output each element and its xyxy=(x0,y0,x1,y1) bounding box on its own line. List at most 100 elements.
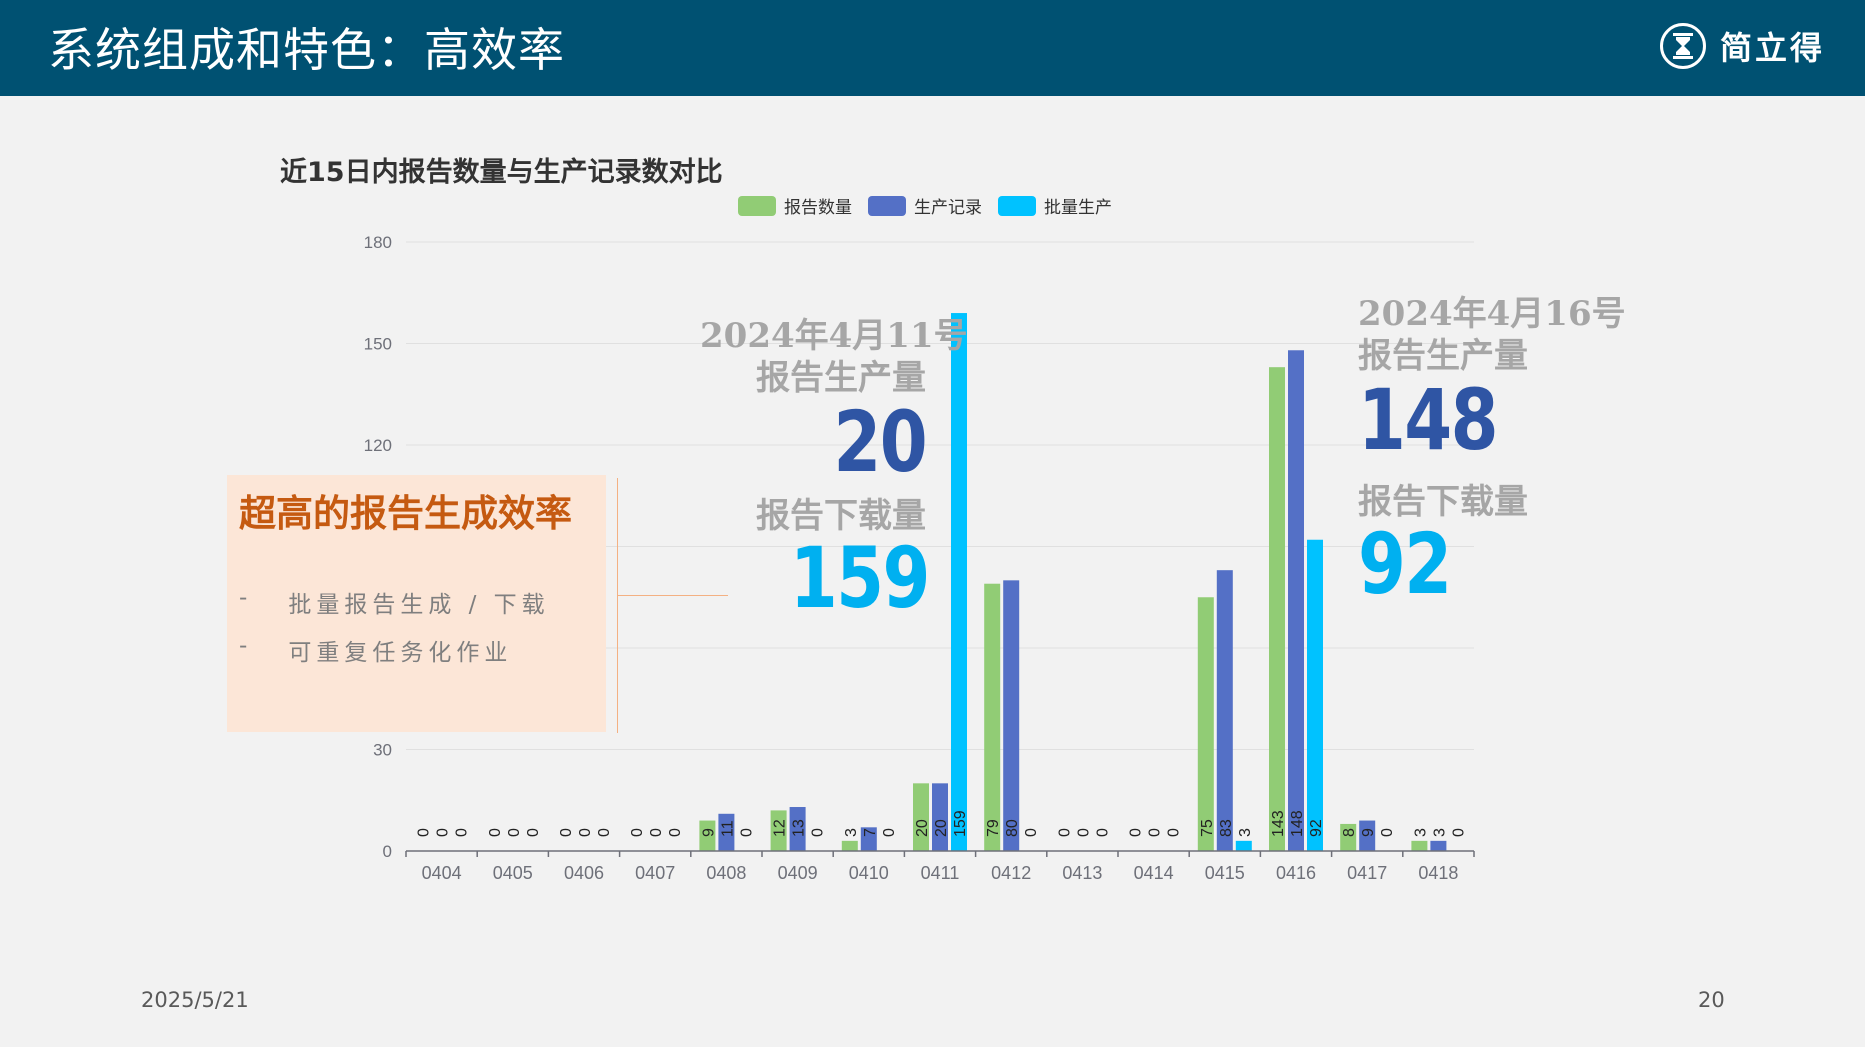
bar-value-label: 3 xyxy=(843,828,860,837)
bar[interactable] xyxy=(841,840,858,851)
bar[interactable] xyxy=(718,813,735,851)
bar-value-label: 0 xyxy=(416,828,433,837)
legend-label: 批量生产 xyxy=(1044,198,1112,218)
hourglass-icon xyxy=(1659,23,1706,69)
bar[interactable] xyxy=(932,783,948,851)
bar-value-label: 20 xyxy=(914,819,931,837)
efficiency-callout: 超高的报告生成效率 - 批量报告生成 / 下载 - 可重复任务化作业 xyxy=(227,475,606,732)
callout-divider xyxy=(617,478,618,733)
annotation-0411-produce-value: 20 xyxy=(833,393,927,491)
bar-value-label: 0 xyxy=(738,828,755,837)
bar[interactable] xyxy=(860,827,877,851)
bar-value-label: 159 xyxy=(952,810,969,837)
bar-value-label: 0 xyxy=(596,828,613,837)
legend-label: 报告数量 xyxy=(784,198,852,218)
bar-value-label: 3 xyxy=(1431,828,1448,837)
bar[interactable] xyxy=(1430,840,1447,851)
callout-item: - 批量报告生成 / 下载 xyxy=(239,585,550,619)
bar-value-label: 0 xyxy=(577,828,594,837)
bar-value-label: 0 xyxy=(1379,828,1396,837)
x-tick-label: 0407 xyxy=(635,863,675,883)
bar[interactable] xyxy=(1003,580,1020,851)
bar[interactable] xyxy=(1340,823,1357,851)
callout-heading: 超高的报告生成效率 xyxy=(239,492,572,535)
slide-header: 系统组成和特色：高效率 简立得 xyxy=(0,0,1865,96)
legend-item-report-count[interactable]: 报告数量 xyxy=(738,193,852,218)
x-tick-label: 0416 xyxy=(1276,863,1316,883)
legend-item-production-record[interactable]: 生产记录 xyxy=(868,193,982,218)
bar[interactable] xyxy=(951,313,967,851)
bar-value-label: 92 xyxy=(1308,819,1325,837)
bar-value-label: 9 xyxy=(1360,828,1377,837)
bar[interactable] xyxy=(913,783,929,851)
bar-value-label: 0 xyxy=(648,828,665,837)
bar-value-label: 0 xyxy=(558,828,575,837)
x-tick-label: 0409 xyxy=(778,863,818,883)
legend-swatch xyxy=(998,195,1036,216)
x-tick-label: 0414 xyxy=(1134,863,1174,883)
legend-swatch xyxy=(868,195,906,216)
bar-value-label: 0 xyxy=(1075,828,1092,837)
bar-value-label: 20 xyxy=(933,819,950,837)
x-tick-label: 0417 xyxy=(1347,863,1387,883)
bullet-dash: - xyxy=(239,585,253,611)
bar[interactable] xyxy=(1411,840,1428,851)
bar-value-label: 12 xyxy=(772,819,789,837)
x-tick-label: 0411 xyxy=(921,863,960,883)
bar-value-label: 80 xyxy=(1004,819,1021,837)
bar[interactable] xyxy=(770,810,787,851)
bar-value-label: 0 xyxy=(454,828,471,837)
bar-value-label: 0 xyxy=(1094,828,1111,837)
y-tick-label: 150 xyxy=(364,335,392,354)
bar-value-label: 3 xyxy=(1237,828,1254,837)
bar-value-label: 143 xyxy=(1270,810,1287,837)
annotation-0411-download-value: 159 xyxy=(789,529,931,627)
bar-value-label: 0 xyxy=(435,828,452,837)
y-axis-tick-labels: 0 30 120 150 180 xyxy=(364,233,392,861)
bar[interactable] xyxy=(984,583,1001,851)
bar-value-label: 0 xyxy=(506,828,523,837)
legend-swatch xyxy=(738,195,776,216)
x-axis: 0404 0405 0406 0407 0408 0409 0410 0411 0412 0413… xyxy=(405,850,1475,883)
bar[interactable] xyxy=(1359,820,1376,851)
bar[interactable] xyxy=(789,807,806,851)
y-tick-label: 120 xyxy=(364,436,392,455)
bar[interactable] xyxy=(1307,539,1323,851)
bar-value-label: 0 xyxy=(1056,828,1073,837)
bar-value-label: 83 xyxy=(1218,819,1235,837)
bar[interactable] xyxy=(1288,350,1304,851)
bar-value-label: 13 xyxy=(791,819,808,837)
x-tick-label: 0405 xyxy=(493,863,533,883)
bar[interactable] xyxy=(1235,840,1252,851)
callout-connector-line xyxy=(618,595,728,596)
bar-value-label: 9 xyxy=(700,828,717,837)
bar[interactable] xyxy=(699,820,716,851)
callout-item-text: 可重复任务化作业 xyxy=(288,640,513,666)
annotation-0416-date: 2024年4月16号 xyxy=(1358,294,1626,334)
bar-value-label: 8 xyxy=(1341,828,1358,837)
x-tick-label: 0412 xyxy=(991,863,1031,883)
x-tick-label: 0404 xyxy=(422,863,462,883)
bar-value-label: 0 xyxy=(881,828,898,837)
x-tick-label: 0408 xyxy=(706,863,746,883)
bar[interactable] xyxy=(1269,367,1285,851)
callout-item: - 可重复任务化作业 xyxy=(239,633,512,667)
slide-title: 系统组成和特色：高效率 xyxy=(48,23,565,77)
bar-value-label: 0 xyxy=(810,828,827,837)
bar-value-label: 3 xyxy=(1412,828,1429,837)
bar-value-label: 75 xyxy=(1199,819,1216,837)
bar-value-label: 0 xyxy=(629,828,646,837)
bar[interactable] xyxy=(1197,597,1214,851)
bar[interactable] xyxy=(1216,570,1233,851)
brand-name: 简立得 xyxy=(1719,29,1825,67)
y-tick-label: 180 xyxy=(364,233,392,252)
chart-bars xyxy=(699,313,1447,851)
legend-label: 生产记录 xyxy=(914,198,982,218)
annotation-0411-date: 2024年4月11号 xyxy=(700,316,968,356)
annotation-0411-download-label: 报告下载量 xyxy=(756,496,926,536)
annotation-0411-produce-label: 报告生产量 xyxy=(756,358,926,398)
x-tick-label: 0406 xyxy=(564,863,604,883)
legend-item-batch-production[interactable]: 批量生产 xyxy=(998,193,1112,218)
x-tick-label: 0410 xyxy=(849,863,889,883)
callout-item-text: 批量报告生成 / 下载 xyxy=(288,592,550,618)
